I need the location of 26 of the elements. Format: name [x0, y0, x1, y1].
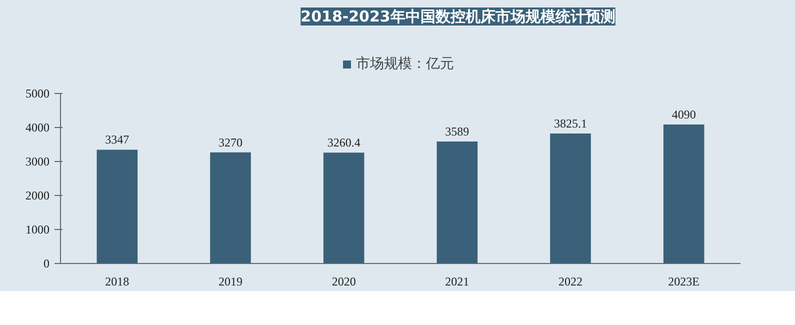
data-label: 4090: [672, 107, 696, 122]
y-tick-label: 4000: [26, 120, 50, 134]
data-label: 3347: [105, 132, 130, 147]
x-tick-label: 2019: [218, 274, 242, 288]
y-tick-label: 0: [44, 256, 50, 270]
data-label: 3270: [218, 135, 242, 150]
y-tick-label: 2000: [26, 188, 50, 202]
data-label: 3589: [445, 124, 470, 138]
bar: [663, 124, 704, 264]
y-tick-label: 3000: [26, 154, 50, 168]
x-tick-label: 2018: [105, 274, 130, 288]
bar: [323, 152, 364, 264]
y-tick-label: 5000: [26, 86, 50, 100]
x-tick-label: 2022: [558, 274, 582, 288]
chart-title: 2018-2023年中国数控机床市场规模统计预测: [300, 8, 616, 26]
bar: [550, 133, 591, 264]
bar: [96, 150, 138, 264]
x-tick-label: 2020: [332, 274, 356, 288]
x-tick-label: 2021: [445, 274, 470, 288]
legend-label: 市场规模：亿元: [356, 55, 454, 73]
data-label: 3260.4: [327, 136, 360, 150]
data-label: 3825.1: [554, 116, 587, 130]
y-tick-label: 1000: [26, 222, 50, 236]
bar: [210, 152, 251, 264]
bar: [436, 141, 478, 264]
x-tick-label: 2023E: [668, 274, 700, 288]
